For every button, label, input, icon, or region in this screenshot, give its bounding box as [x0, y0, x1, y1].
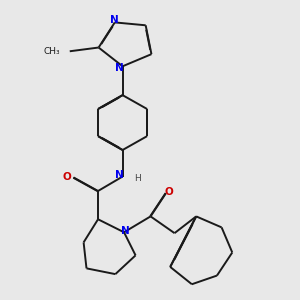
- Text: H: H: [134, 174, 140, 183]
- Text: N: N: [110, 14, 119, 25]
- Text: N: N: [115, 63, 124, 73]
- Text: N: N: [115, 170, 124, 180]
- Text: O: O: [165, 187, 174, 197]
- Text: CH₃: CH₃: [43, 47, 60, 56]
- Text: N: N: [121, 226, 130, 236]
- Text: O: O: [63, 172, 71, 182]
